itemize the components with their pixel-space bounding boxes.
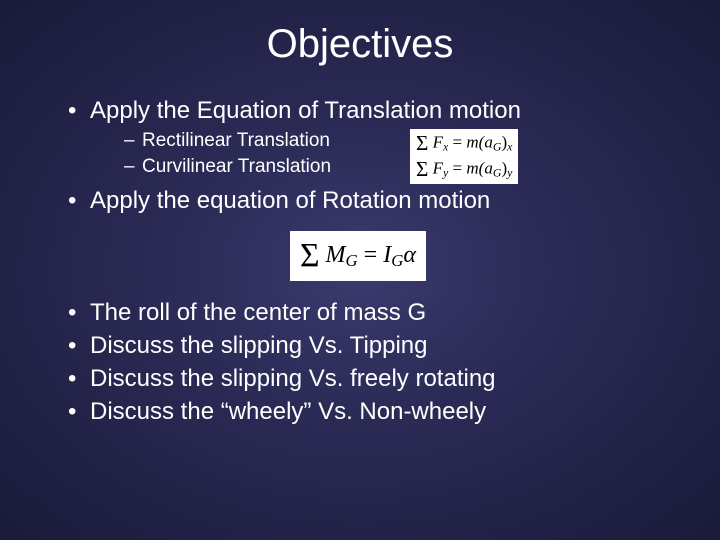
eq-fx-var: F bbox=[433, 132, 443, 151]
bullet-slipping-tipping: Discuss the slipping Vs. Tipping bbox=[68, 330, 680, 361]
bullet-translation: Apply the Equation of Translation motion bbox=[68, 95, 680, 126]
sigma-icon: Σ bbox=[416, 131, 428, 155]
bullet-rectilinear: Rectilinear Translation bbox=[124, 128, 680, 154]
bullet-wheely: Discuss the “wheely” Vs. Non-wheely bbox=[68, 396, 680, 427]
bullet-curvilinear: Curvilinear Translation bbox=[124, 154, 680, 180]
eq-fy-sub: y bbox=[443, 165, 448, 179]
sigma-icon: Σ bbox=[416, 157, 428, 181]
eq-fy-rhs-sub2: y bbox=[507, 165, 512, 179]
eq-mg-var: M bbox=[326, 242, 346, 268]
eq-fy-rhs: m(a bbox=[466, 158, 492, 177]
content-block: Apply the Equation of Translation motion… bbox=[40, 95, 680, 427]
eq-fx-rhs-sub2: x bbox=[507, 139, 512, 153]
bullet-slipping-rotating: Discuss the slipping Vs. freely rotating bbox=[68, 363, 680, 394]
eq-mg-alpha: α bbox=[403, 242, 416, 268]
equation-fy: Σ Fy = m(aG)y bbox=[410, 155, 518, 184]
slide-title: Objectives bbox=[40, 22, 680, 67]
eq-fx-rhs: m(a bbox=[466, 132, 492, 151]
equation-mg: Σ MG = IGα bbox=[290, 231, 426, 281]
bullet-rotation: Apply the equation of Rotation motion bbox=[68, 185, 680, 216]
eq-fx-sub: x bbox=[443, 139, 448, 153]
eq-fx-eq: = bbox=[453, 132, 467, 151]
eq-fy-var: F bbox=[433, 158, 443, 177]
sigma-icon: Σ bbox=[300, 237, 320, 274]
eq-mg-sub: G bbox=[346, 251, 358, 270]
eq-fy-eq: = bbox=[453, 158, 467, 177]
eq-mg-rhs-sub: G bbox=[391, 251, 403, 270]
slide: Objectives Apply the Equation of Transla… bbox=[0, 0, 720, 540]
bullet-center-of-mass: The roll of the center of mass G bbox=[68, 297, 680, 328]
equation-fx: Σ Fx = m(aG)x bbox=[410, 129, 518, 158]
eq-mg-eq: = bbox=[364, 242, 384, 268]
